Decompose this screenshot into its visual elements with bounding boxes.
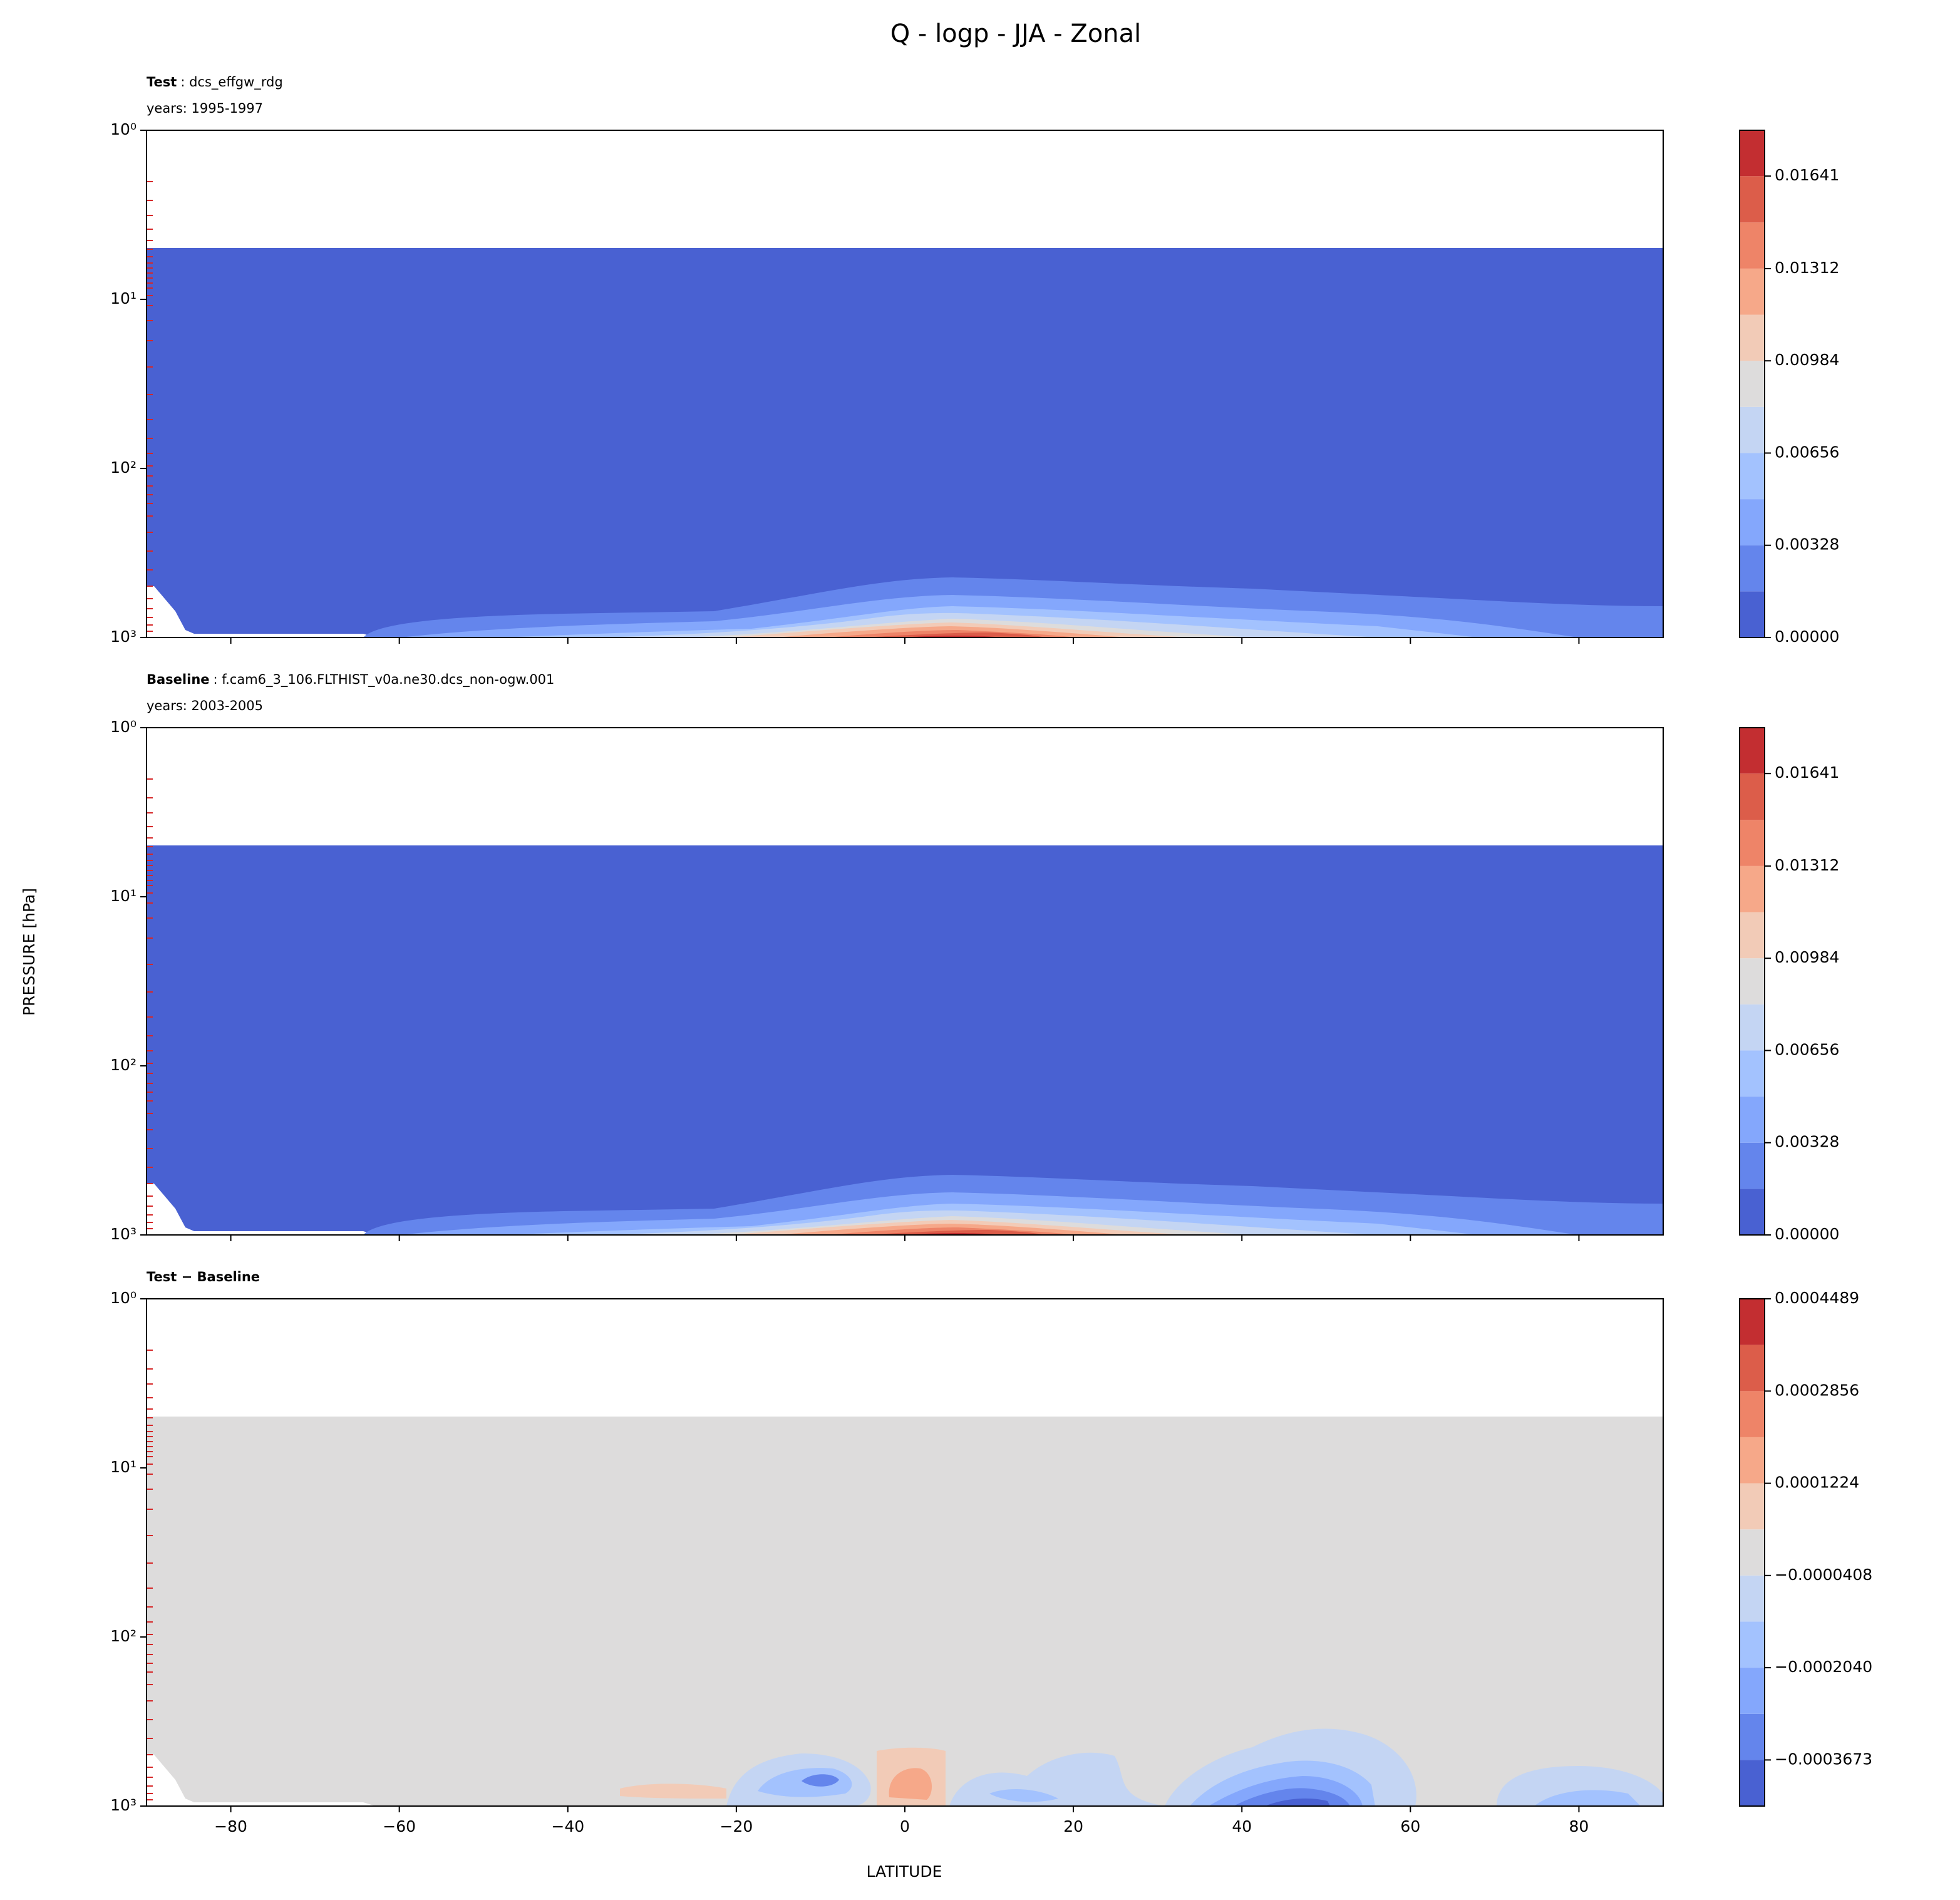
colorbar-band xyxy=(1740,1391,1765,1437)
colorbar-band xyxy=(1740,545,1765,592)
figure-title: Q - logp - JJA - Zonal xyxy=(890,19,1142,48)
colorbar-frame xyxy=(1739,1298,1765,1807)
x-axis-label: LATITUDE xyxy=(867,1862,942,1881)
x-tick-label: 40 xyxy=(1232,1817,1252,1835)
y-tick-label: 10¹ xyxy=(110,887,137,905)
x-tick-label: −80 xyxy=(214,1817,247,1835)
colorbar-band xyxy=(1740,1437,1765,1484)
colorbar-band xyxy=(1740,1004,1765,1051)
y-tick-label: 10³ xyxy=(110,1796,137,1814)
colorbar-band xyxy=(1740,1760,1765,1806)
colorbar-frame xyxy=(1739,727,1765,1236)
colorbar-band xyxy=(1740,268,1765,315)
colorbar-band xyxy=(1740,1097,1765,1143)
y-axis-label: PRESSURE [hPa] xyxy=(20,888,38,1016)
colorbar-band xyxy=(1740,361,1765,407)
colorbar-tick-label: 0.0002856 xyxy=(1775,1381,1859,1399)
colorbar-tick-label: 0.00000 xyxy=(1775,627,1839,646)
panel-title: Test − Baseline xyxy=(147,1269,260,1284)
colorbar-band xyxy=(1740,1142,1765,1189)
panel-title: Test: dcs_effgw_rdg xyxy=(147,75,283,90)
colorbar-tick-label: 0.0001224 xyxy=(1775,1474,1859,1492)
colorbar-band xyxy=(1740,728,1765,774)
colorbar-band xyxy=(1740,314,1765,361)
y-tick-label: 10⁰ xyxy=(110,120,137,138)
colorbar-tick-label: 0.01641 xyxy=(1775,166,1839,184)
contour-field xyxy=(147,1417,1663,1806)
colorbar-band xyxy=(1740,499,1765,545)
colorbar-tick-label: 0.01312 xyxy=(1775,856,1839,874)
y-tick-label: 10³ xyxy=(110,1225,137,1243)
colorbar-tick-label: 0.00328 xyxy=(1775,535,1839,554)
colorbar-band xyxy=(1740,912,1765,959)
x-tick-label: 80 xyxy=(1569,1817,1589,1835)
x-tick-label: −20 xyxy=(720,1817,753,1835)
y-tick-label: 10² xyxy=(110,458,137,477)
colorbar-frame xyxy=(1739,130,1765,638)
y-tick-label: 10² xyxy=(110,1627,137,1645)
colorbar-band xyxy=(1740,591,1765,638)
colorbar-band xyxy=(1740,406,1765,453)
y-tick-label: 10¹ xyxy=(110,1458,137,1476)
colorbar-band xyxy=(1740,865,1765,912)
panel-title-bold: Test xyxy=(147,75,177,90)
colorbar-band xyxy=(1740,820,1765,866)
y-tick-label: 10² xyxy=(110,1056,137,1074)
panel-title-bold: Baseline xyxy=(147,672,210,687)
panel-subtitle: years: 2003-2005 xyxy=(147,698,263,713)
colorbar-tick-label: −0.0002040 xyxy=(1775,1658,1872,1676)
colorbar-tick-label: 0.00984 xyxy=(1775,948,1839,966)
colorbar-band xyxy=(1740,1483,1765,1530)
colorbar-band xyxy=(1740,1189,1765,1235)
colorbar-tick-label: 0.00656 xyxy=(1775,1040,1839,1058)
colorbar-band xyxy=(1740,222,1765,269)
colorbar-band xyxy=(1740,773,1765,820)
colorbar-band xyxy=(1740,1713,1765,1760)
colorbar-band xyxy=(1740,1575,1765,1622)
colorbar-band xyxy=(1740,1345,1765,1391)
colorbar-band xyxy=(1740,1299,1765,1345)
colorbar-tick-label: 0.00984 xyxy=(1775,351,1839,369)
y-tick-label: 10³ xyxy=(110,627,137,646)
panel-title-rest: : f.cam6_3_106.FLTHIST_v0a.ne30.dcs_non-… xyxy=(214,672,555,688)
colorbar-band xyxy=(1740,1529,1765,1576)
contour-field xyxy=(147,845,1663,1235)
colorbar-band xyxy=(1740,453,1765,500)
panel-title-rest: : dcs_effgw_rdg xyxy=(180,75,282,90)
colorbar-band xyxy=(1740,1621,1765,1668)
colorbar-band xyxy=(1740,1668,1765,1714)
y-tick-label: 10¹ xyxy=(110,289,137,307)
contour-field xyxy=(147,248,1663,638)
colorbar-tick-label: 0.0004489 xyxy=(1775,1289,1859,1307)
colorbar-band xyxy=(1740,130,1765,177)
x-tick-label: −60 xyxy=(383,1817,416,1835)
colorbar-band xyxy=(1740,176,1765,223)
panel-subtitle: years: 1995-1997 xyxy=(147,101,263,116)
colorbar-band xyxy=(1740,1050,1765,1097)
colorbar-tick-label: −0.0003673 xyxy=(1775,1750,1872,1768)
panel-title: Baseline : f.cam6_3_106.FLTHIST_v0a.ne30.… xyxy=(147,672,554,688)
x-tick-label: −40 xyxy=(551,1817,584,1835)
colorbar-tick-label: 0.00000 xyxy=(1775,1225,1839,1243)
x-tick-label: 60 xyxy=(1400,1817,1420,1835)
y-tick-label: 10⁰ xyxy=(110,1289,137,1307)
colorbar-tick-label: 0.01641 xyxy=(1775,763,1839,782)
colorbar-tick-label: −0.0000408 xyxy=(1775,1566,1872,1584)
y-tick-label: 10⁰ xyxy=(110,718,137,736)
colorbar-tick-label: 0.01312 xyxy=(1775,259,1839,277)
colorbar-tick-label: 0.00656 xyxy=(1775,443,1839,461)
x-tick-label: 0 xyxy=(900,1817,910,1835)
colorbar-band xyxy=(1740,958,1765,1004)
colorbar-tick-label: 0.00328 xyxy=(1775,1133,1839,1151)
x-tick-label: 20 xyxy=(1063,1817,1083,1835)
